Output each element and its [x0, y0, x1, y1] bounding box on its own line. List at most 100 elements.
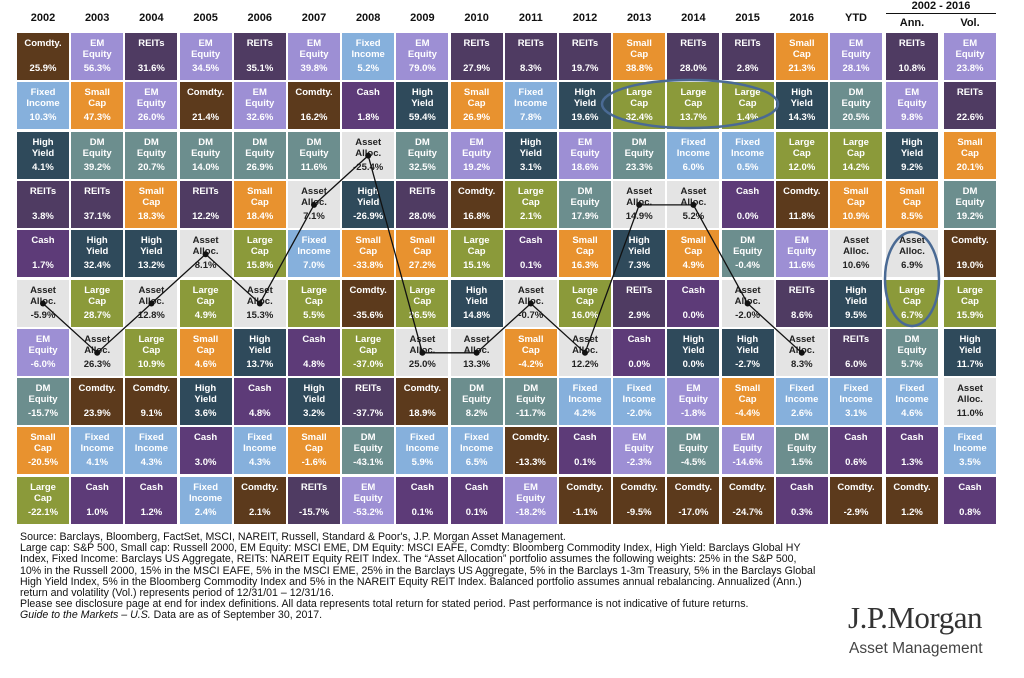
asset-return: 4.1% — [86, 457, 109, 469]
asset-return: 35.1% — [246, 63, 274, 74]
column-header: Ann. — [899, 17, 925, 29]
asset-cell: Asset Alloc. 12.2% — [559, 328, 611, 376]
asset-label: Large Cap — [463, 235, 490, 258]
asset-return: 6.9% — [901, 260, 923, 272]
asset-return: 10.3% — [29, 112, 57, 124]
asset-cell: Large Cap 28.7% — [71, 279, 124, 327]
asset-return: 3.5% — [959, 457, 981, 469]
asset-label: Large Cap — [192, 284, 219, 307]
asset-return: 4.3% — [248, 457, 271, 469]
asset-label: Large Cap — [246, 235, 273, 258]
asset-return: 1.2% — [901, 506, 923, 518]
asset-label: Fixed Income — [622, 383, 656, 406]
asset-label: EM Equity — [624, 432, 654, 455]
asset-cell: Comdty. 9.1% — [125, 378, 178, 426]
asset-cell: Asset Alloc. 5.2% — [667, 180, 720, 228]
asset-label: DM Equity — [678, 432, 708, 455]
asset-return: 21.3% — [788, 63, 816, 74]
asset-return: -1.1% — [572, 506, 598, 518]
asset-label: DM Equity — [570, 185, 600, 208]
asset-label: DM Equity — [191, 136, 221, 159]
asset-cell: Asset Alloc. 11.0% — [944, 378, 996, 426]
asset-cell: DM Equity 26.9% — [233, 131, 286, 179]
asset-return: 31.6% — [137, 63, 165, 74]
asset-label: Large Cap — [84, 284, 111, 307]
asset-label: Small Cap — [463, 87, 490, 110]
asset-cell: EM Equity 32.6% — [233, 82, 286, 130]
asset-return: 56.3% — [83, 63, 111, 74]
asset-cell: Comdty. -24.7% — [721, 476, 774, 524]
asset-return: 19.2% — [463, 161, 491, 173]
asset-label: Fixed Income — [243, 432, 277, 455]
asset-label: REITs — [898, 38, 926, 49]
asset-label: REITs — [842, 333, 870, 345]
asset-return: 16.2% — [300, 112, 328, 124]
asset-return: 20.7% — [137, 161, 165, 173]
asset-cell: REITs -37.7% — [342, 378, 395, 426]
asset-cell: High Yield -26.9% — [342, 180, 395, 228]
asset-cell: DM Equity 20.5% — [830, 82, 882, 130]
asset-cell: Cash 0.0% — [613, 328, 666, 376]
asset-label: High Yield — [736, 333, 759, 356]
asset-cell: DM Equity -15.7% — [17, 378, 69, 426]
asset-return: 18.4% — [246, 210, 274, 222]
asset-cell: DM Equity 20.7% — [125, 131, 178, 179]
asset-cell: DM Equity 23.3% — [613, 131, 666, 179]
column-header: 2006 — [247, 12, 273, 24]
asset-return: 13.7% — [246, 358, 274, 370]
asset-return: 4.2% — [574, 408, 596, 420]
asset-cell: High Yield 14.8% — [450, 279, 503, 327]
asset-label: DM Equity — [245, 136, 275, 159]
asset-return: 28.7% — [83, 309, 111, 321]
footnote: Source: Barclays, Bloomberg, FactSet, MS… — [20, 531, 566, 543]
asset-label: Comdty. — [349, 284, 387, 296]
asset-label: Small Cap — [409, 235, 436, 258]
asset-return: 3.6% — [194, 408, 217, 420]
asset-cell: EM Equity 11.6% — [775, 230, 828, 278]
asset-return: 26.9% — [463, 112, 491, 124]
asset-cell: Asset Alloc. 10.6% — [830, 230, 882, 278]
asset-label: Fixed Income — [785, 383, 819, 406]
asset-label: REITs — [192, 185, 219, 197]
asset-return: 15.3% — [246, 309, 274, 321]
asset-return: 6.0% — [845, 358, 867, 370]
asset-return: 2.9% — [628, 309, 651, 321]
asset-label: EM Equity — [245, 87, 275, 110]
asset-label: REITs — [300, 481, 328, 493]
asset-cell: Large Cap 10.9% — [125, 328, 178, 376]
asset-label: Small Cap — [192, 333, 219, 356]
asset-label: DM Equity — [299, 136, 329, 159]
asset-return: -6.0% — [30, 358, 56, 370]
asset-return: 7.3% — [628, 260, 651, 272]
asset-cell: Comdty. 1.2% — [886, 476, 938, 524]
asset-label: Cash — [31, 235, 55, 247]
asset-return: 19.6% — [571, 112, 599, 124]
asset-label: Comdty. — [132, 383, 171, 395]
asset-label: EM Equity — [787, 235, 817, 258]
asset-label: REITs — [463, 38, 490, 49]
column-header: 2005 — [193, 12, 218, 24]
asset-return: 4.6% — [901, 408, 923, 420]
asset-label: Fixed Income — [26, 87, 60, 110]
asset-cell: REITs 8.6% — [775, 279, 828, 327]
asset-return: 0.1% — [519, 260, 542, 272]
asset-label: Small Cap — [572, 235, 598, 258]
asset-cell: Large Cap 13.7% — [667, 82, 720, 130]
asset-return: 79.0% — [408, 63, 436, 74]
asset-cell: Fixed Income 10.3% — [17, 82, 69, 130]
asset-return: 2.8% — [736, 63, 759, 74]
asset-cell: Large Cap 12.0% — [775, 131, 828, 179]
column-header: 2004 — [139, 12, 164, 24]
asset-return: 14.9% — [625, 210, 653, 222]
asset-return: 39.8% — [300, 63, 328, 74]
asset-return: 1.3% — [901, 457, 923, 469]
column-header: 2013 — [626, 12, 652, 24]
asset-label: Small Cap — [30, 432, 56, 455]
asset-cell: Large Cap 26.5% — [396, 279, 449, 327]
asset-return: 26.9% — [246, 161, 274, 173]
asset-cell: High Yield 11.7% — [944, 328, 996, 376]
asset-return: -20.5% — [27, 457, 59, 469]
asset-label: Asset Alloc. — [788, 333, 815, 356]
asset-return: 1.2% — [140, 506, 163, 518]
asset-label: Asset Alloc. — [626, 185, 653, 208]
